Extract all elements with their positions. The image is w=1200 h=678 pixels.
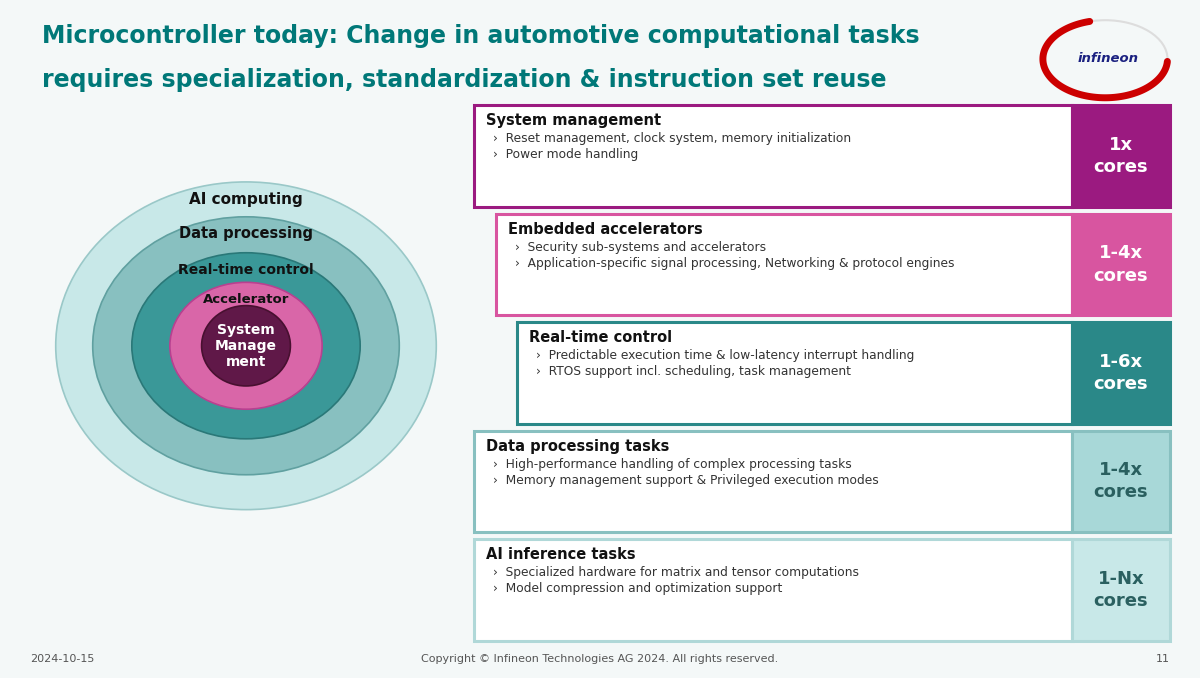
Text: ›  Security sub-systems and accelerators: › Security sub-systems and accelerators: [515, 241, 766, 254]
Ellipse shape: [55, 182, 437, 510]
Text: Real-time control: Real-time control: [529, 330, 672, 345]
Text: Data processing tasks: Data processing tasks: [486, 439, 670, 454]
Text: ›  Application-specific signal processing, Networking & protocol engines: › Application-specific signal processing…: [515, 257, 954, 270]
Text: Embedded accelerators: Embedded accelerators: [508, 222, 702, 237]
Ellipse shape: [170, 282, 322, 410]
Ellipse shape: [92, 217, 400, 475]
Text: Data processing: Data processing: [179, 226, 313, 241]
Ellipse shape: [202, 306, 290, 386]
Text: ›  Power mode handling: › Power mode handling: [493, 148, 638, 161]
Text: 1-Nx
cores: 1-Nx cores: [1093, 570, 1148, 610]
Text: System
Manage
ment: System Manage ment: [215, 323, 277, 369]
Text: ›  Model compression and optimization support: › Model compression and optimization sup…: [493, 582, 782, 595]
Text: Copyright © Infineon Technologies AG 2024. All rights reserved.: Copyright © Infineon Technologies AG 202…: [421, 654, 779, 664]
Ellipse shape: [132, 253, 360, 439]
Text: AI inference tasks: AI inference tasks: [486, 547, 636, 562]
Text: 2024-10-15: 2024-10-15: [30, 654, 95, 664]
Text: System management: System management: [486, 113, 661, 128]
Text: Real-time control: Real-time control: [178, 262, 314, 277]
Text: ›  Specialized hardware for matrix and tensor computations: › Specialized hardware for matrix and te…: [493, 566, 859, 579]
Text: ›  High-performance handling of complex processing tasks: › High-performance handling of complex p…: [493, 458, 852, 471]
Text: Accelerator: Accelerator: [203, 293, 289, 306]
Text: ›  Predictable execution time & low-latency interrupt handling: › Predictable execution time & low-laten…: [536, 349, 914, 362]
Text: 1-6x
cores: 1-6x cores: [1093, 353, 1148, 393]
Text: AI computing: AI computing: [190, 193, 302, 207]
Text: 1-4x
cores: 1-4x cores: [1093, 461, 1148, 502]
Text: ›  Memory management support & Privileged execution modes: › Memory management support & Privileged…: [493, 474, 878, 487]
Text: 1x
cores: 1x cores: [1093, 136, 1148, 176]
Text: ›  Reset management, clock system, memory initialization: › Reset management, clock system, memory…: [493, 132, 851, 145]
Text: Microcontroller today: Change in automotive computational tasks: Microcontroller today: Change in automot…: [42, 24, 919, 47]
Text: 11: 11: [1156, 654, 1170, 664]
Text: infineon: infineon: [1078, 52, 1139, 66]
Text: ›  RTOS support incl. scheduling, task management: › RTOS support incl. scheduling, task ma…: [536, 365, 852, 378]
Text: 1-4x
cores: 1-4x cores: [1093, 244, 1148, 285]
Text: requires specialization, standardization & instruction set reuse: requires specialization, standardization…: [42, 68, 887, 92]
